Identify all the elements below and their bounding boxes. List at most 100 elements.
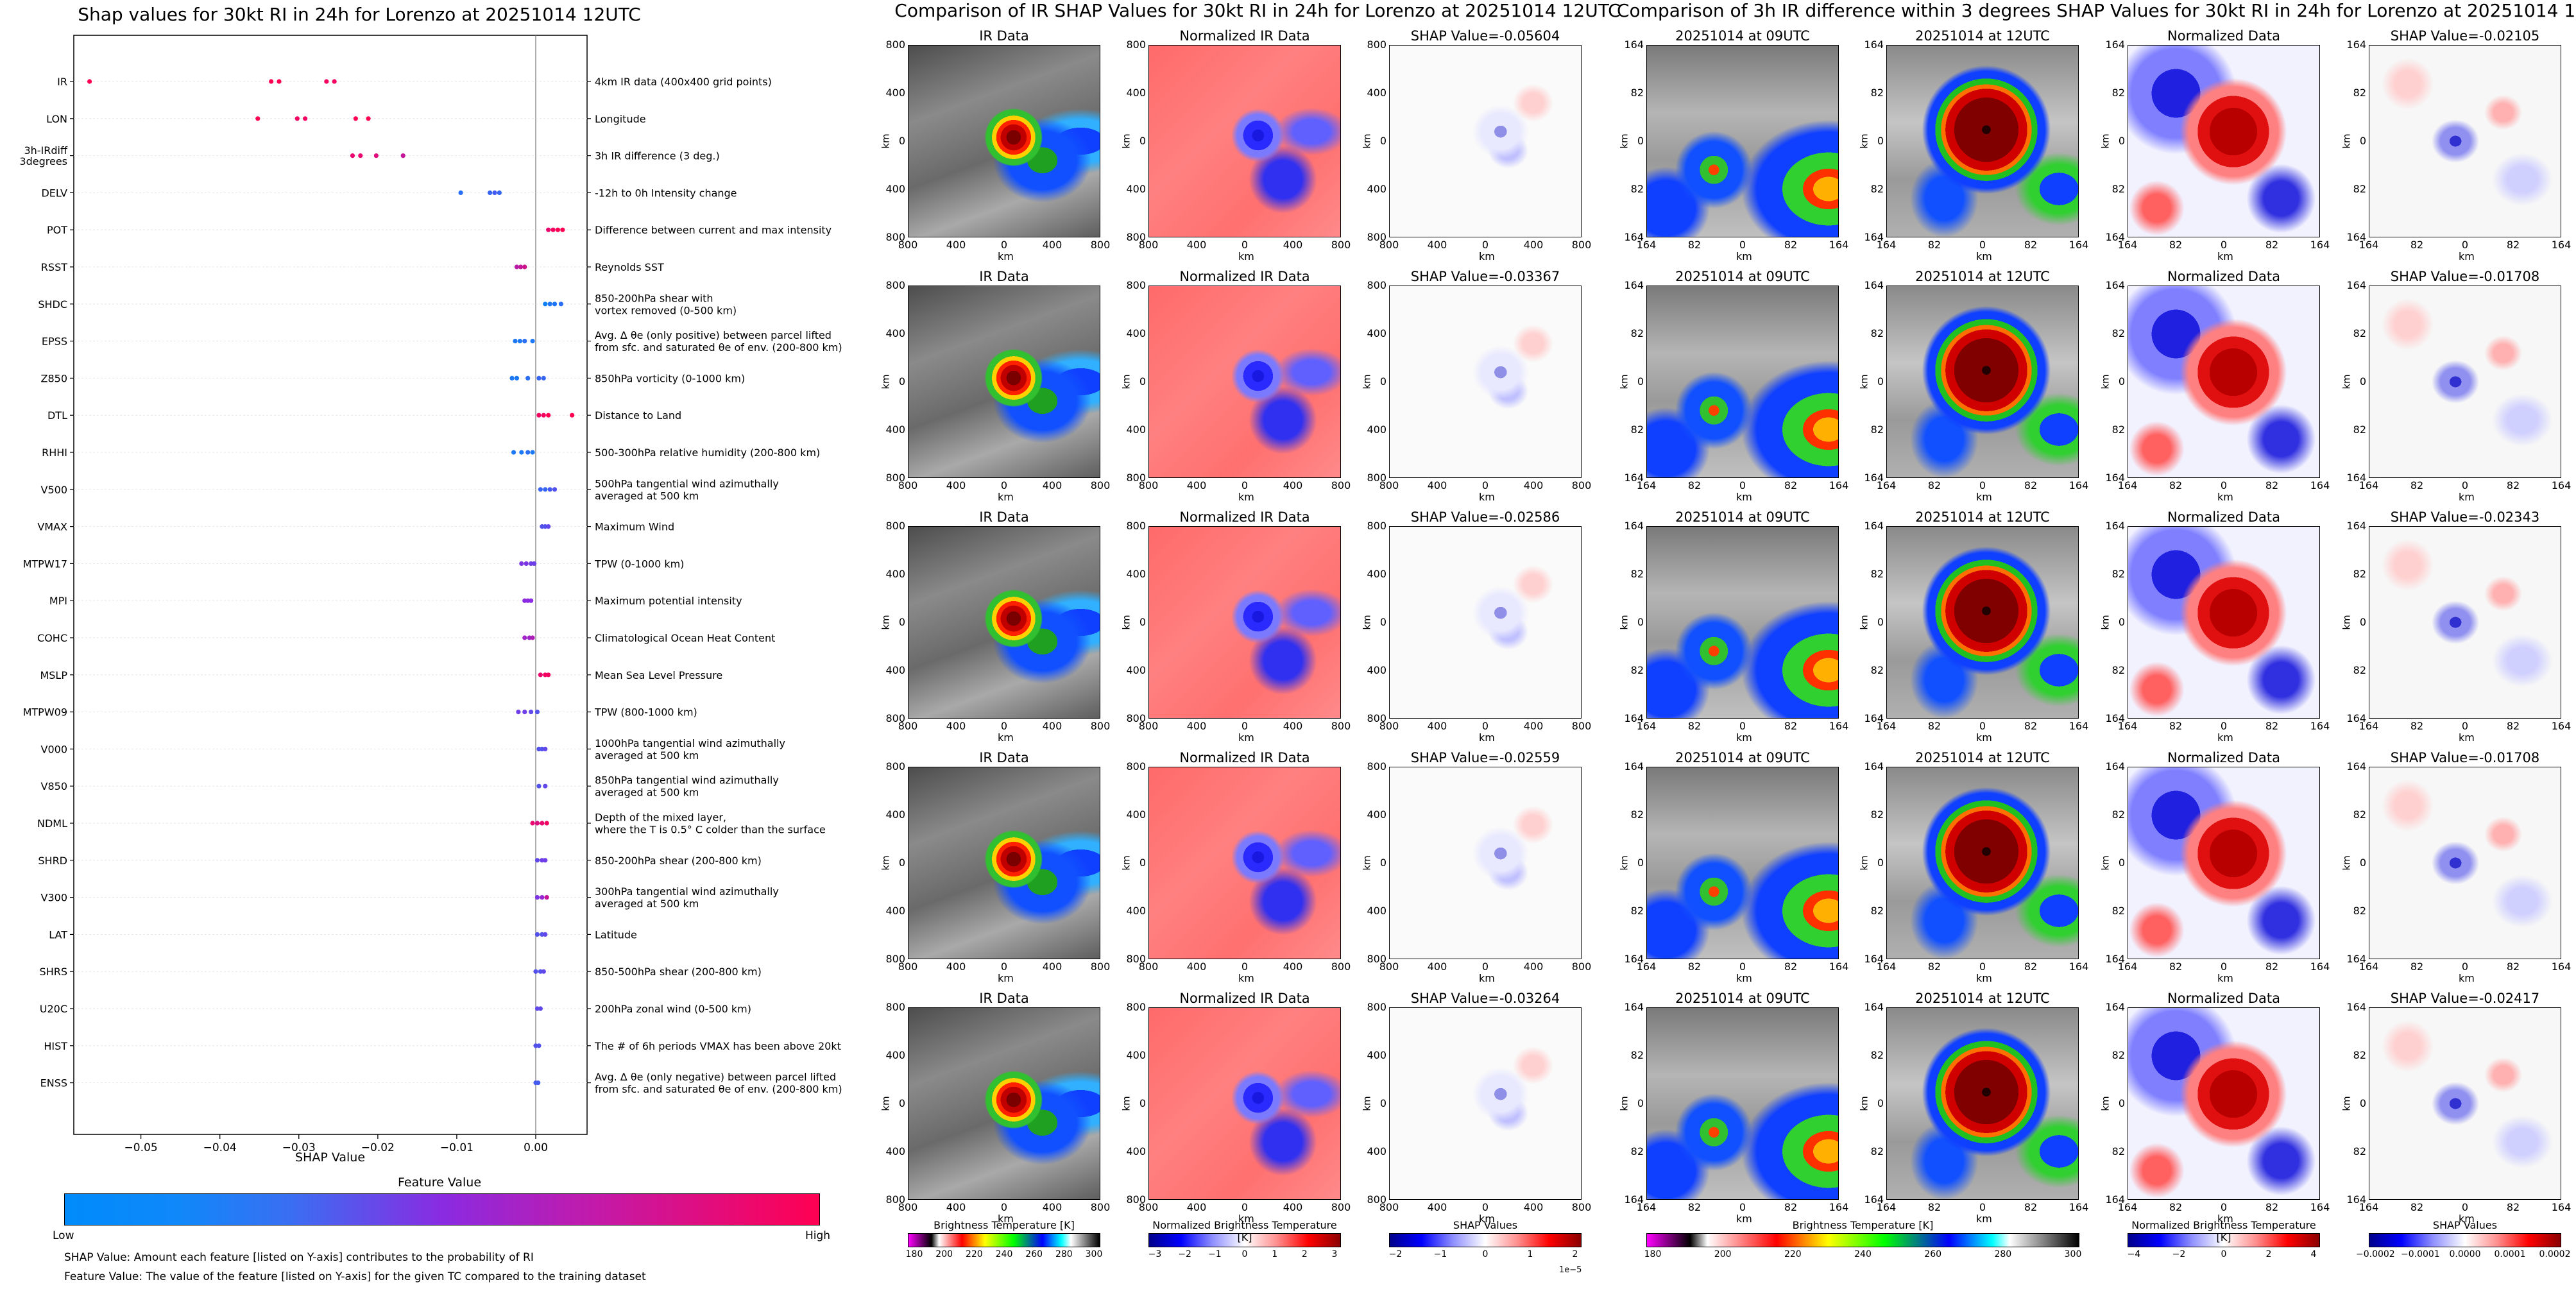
y-tick-label: 164 — [2346, 231, 2366, 243]
y-tick-label: 164 — [1864, 760, 1884, 773]
right-cbar-shap — [2369, 1233, 2561, 1247]
shap-point — [497, 190, 502, 195]
shap-diff-image — [2369, 526, 2561, 719]
y-tick-label: 82 — [1870, 568, 1884, 580]
x-tick-label: 82 — [2024, 1201, 2038, 1213]
y-tick-label: 164 — [2105, 953, 2125, 965]
x-tick-label: 82 — [2265, 479, 2279, 491]
y-tick-label: 800 — [1126, 231, 1146, 243]
feature-description: Climatological Ocean Heat Content — [595, 632, 775, 644]
shap-point — [533, 969, 538, 974]
x-tick-label: 400 — [1523, 960, 1544, 973]
x-tick-label: 400 — [1042, 479, 1062, 491]
shap-point — [525, 375, 531, 381]
shap-point — [534, 1006, 540, 1011]
y-tick-label: 0 — [1877, 1097, 1884, 1109]
shap-point — [546, 672, 551, 678]
y-tick-label: 400 — [1126, 1049, 1146, 1061]
shap-point — [547, 302, 552, 307]
middle-cbar-shap-tick: −1 — [1433, 1249, 1447, 1259]
x-tick-label: 0 — [1000, 960, 1008, 973]
shap-point — [525, 450, 531, 455]
x-tick-label: 0 — [1739, 479, 1746, 491]
x-tick-label: 400 — [1523, 720, 1544, 732]
shap-point — [544, 821, 549, 826]
x-tick-label: 82 — [2169, 720, 2183, 732]
middle-cbar-brightness-tick: 240 — [995, 1249, 1013, 1259]
shap-point — [546, 227, 551, 232]
middle-cbar-normalized-tick: 0 — [1241, 1249, 1248, 1259]
shap-point — [530, 821, 535, 826]
y-tick-label: 164 — [2105, 1001, 2125, 1013]
y-tick-label: 164 — [2105, 231, 2125, 243]
y-tick-label: 800 — [1126, 1001, 1146, 1013]
shap-point — [516, 710, 521, 715]
x-tick-label: 164 — [2310, 239, 2330, 251]
shap-point — [538, 487, 543, 492]
x-tick-label: 164 — [2310, 720, 2330, 732]
x-tick-label: 82 — [2410, 479, 2424, 491]
x-tick-label: 400 — [1042, 720, 1062, 732]
x-tick-label: 164 — [2117, 720, 2138, 732]
y-tick-label: 0 — [898, 375, 905, 388]
y-tick-label: 0 — [2359, 857, 2366, 869]
x-tick-label: 400 — [1283, 479, 1303, 491]
x-axis-label: km — [1479, 972, 1495, 984]
feature-description: 850-500hPa shear (200-800 km) — [595, 966, 762, 978]
x-tick-label: 0 — [1000, 239, 1008, 251]
x-tick-label: 400 — [1523, 479, 1544, 491]
x-tick-label: 800 — [1090, 960, 1111, 973]
feature-name: SHRD — [38, 855, 67, 867]
x-tick-label: 0 — [1241, 960, 1249, 973]
y-tick-label: 82 — [1870, 1049, 1884, 1061]
shap-point — [522, 710, 527, 715]
feature-description: Latitude — [595, 928, 637, 941]
shap-point — [536, 375, 542, 381]
y-tick-label: 82 — [2353, 808, 2366, 821]
shap-point — [294, 116, 300, 121]
x-tick-label: 800 — [1090, 239, 1111, 251]
right-cbar-brightness-label: Brightness Temperature [K] — [1792, 1219, 1934, 1231]
x-tick-label: 164 — [1876, 239, 1897, 251]
y-tick-label: 800 — [885, 1001, 905, 1013]
x-tick-label: 0 — [1979, 960, 1986, 973]
y-tick-label: 0 — [2359, 1097, 2366, 1109]
shap-map-title: SHAP Value=-0.03264 — [1410, 991, 1560, 1006]
shap-point — [509, 375, 515, 381]
x-axis-label: km — [998, 491, 1014, 503]
x-tick-label: 164 — [1636, 479, 1657, 491]
normalized-diff-title: Normalized Data — [2167, 28, 2280, 44]
x-tick-label: 82 — [2265, 239, 2279, 251]
feature-description: 850hPa vorticity (0-1000 km) — [595, 372, 745, 384]
shap-point — [373, 153, 379, 158]
y-tick-label: 800 — [1367, 38, 1386, 51]
x-axis-label: km — [1479, 250, 1495, 262]
normalized-ir-data-image — [1148, 286, 1341, 478]
y-tick-label: 800 — [1126, 712, 1146, 724]
feature-description: Longitude — [595, 113, 646, 125]
middle-cbar-brightness-tick: 220 — [965, 1249, 983, 1259]
shap-point — [534, 858, 540, 863]
x-tick-label: 800 — [1331, 1201, 1351, 1213]
x-tick-label: 164 — [2068, 1201, 2089, 1213]
shap-map-title: SHAP Value=-0.02559 — [1410, 750, 1560, 765]
x-axis-label: km — [1976, 731, 1992, 744]
x-tick-label: 164 — [1636, 239, 1657, 251]
x-tick-label: 400 — [1186, 239, 1207, 251]
ir-data-title: IR Data — [979, 509, 1029, 525]
y-tick-label: 800 — [1126, 472, 1146, 484]
high-label: High — [805, 1229, 831, 1242]
y-tick-label: 164 — [1864, 712, 1884, 724]
note-shap-value: SHAP Value: Amount each feature [listed … — [64, 1251, 534, 1264]
middle-cbar-normalized-tick: −2 — [1178, 1249, 1191, 1259]
feature-name: COHC — [37, 632, 67, 644]
x-tick-label: 0 — [1000, 720, 1008, 732]
x-tick-label: 800 — [1379, 239, 1399, 251]
normalized-diff-title: Normalized Data — [2167, 509, 2280, 525]
x-tick-label: 400 — [1186, 720, 1207, 732]
feature-description: Mean Sea Level Pressure — [595, 669, 722, 681]
ir-12utc-title: 20251014 at 12UTC — [1915, 28, 2050, 44]
shap-point — [536, 783, 542, 789]
shap-point — [534, 895, 540, 900]
normalized-ir-data-title: Normalized IR Data — [1179, 991, 1310, 1006]
